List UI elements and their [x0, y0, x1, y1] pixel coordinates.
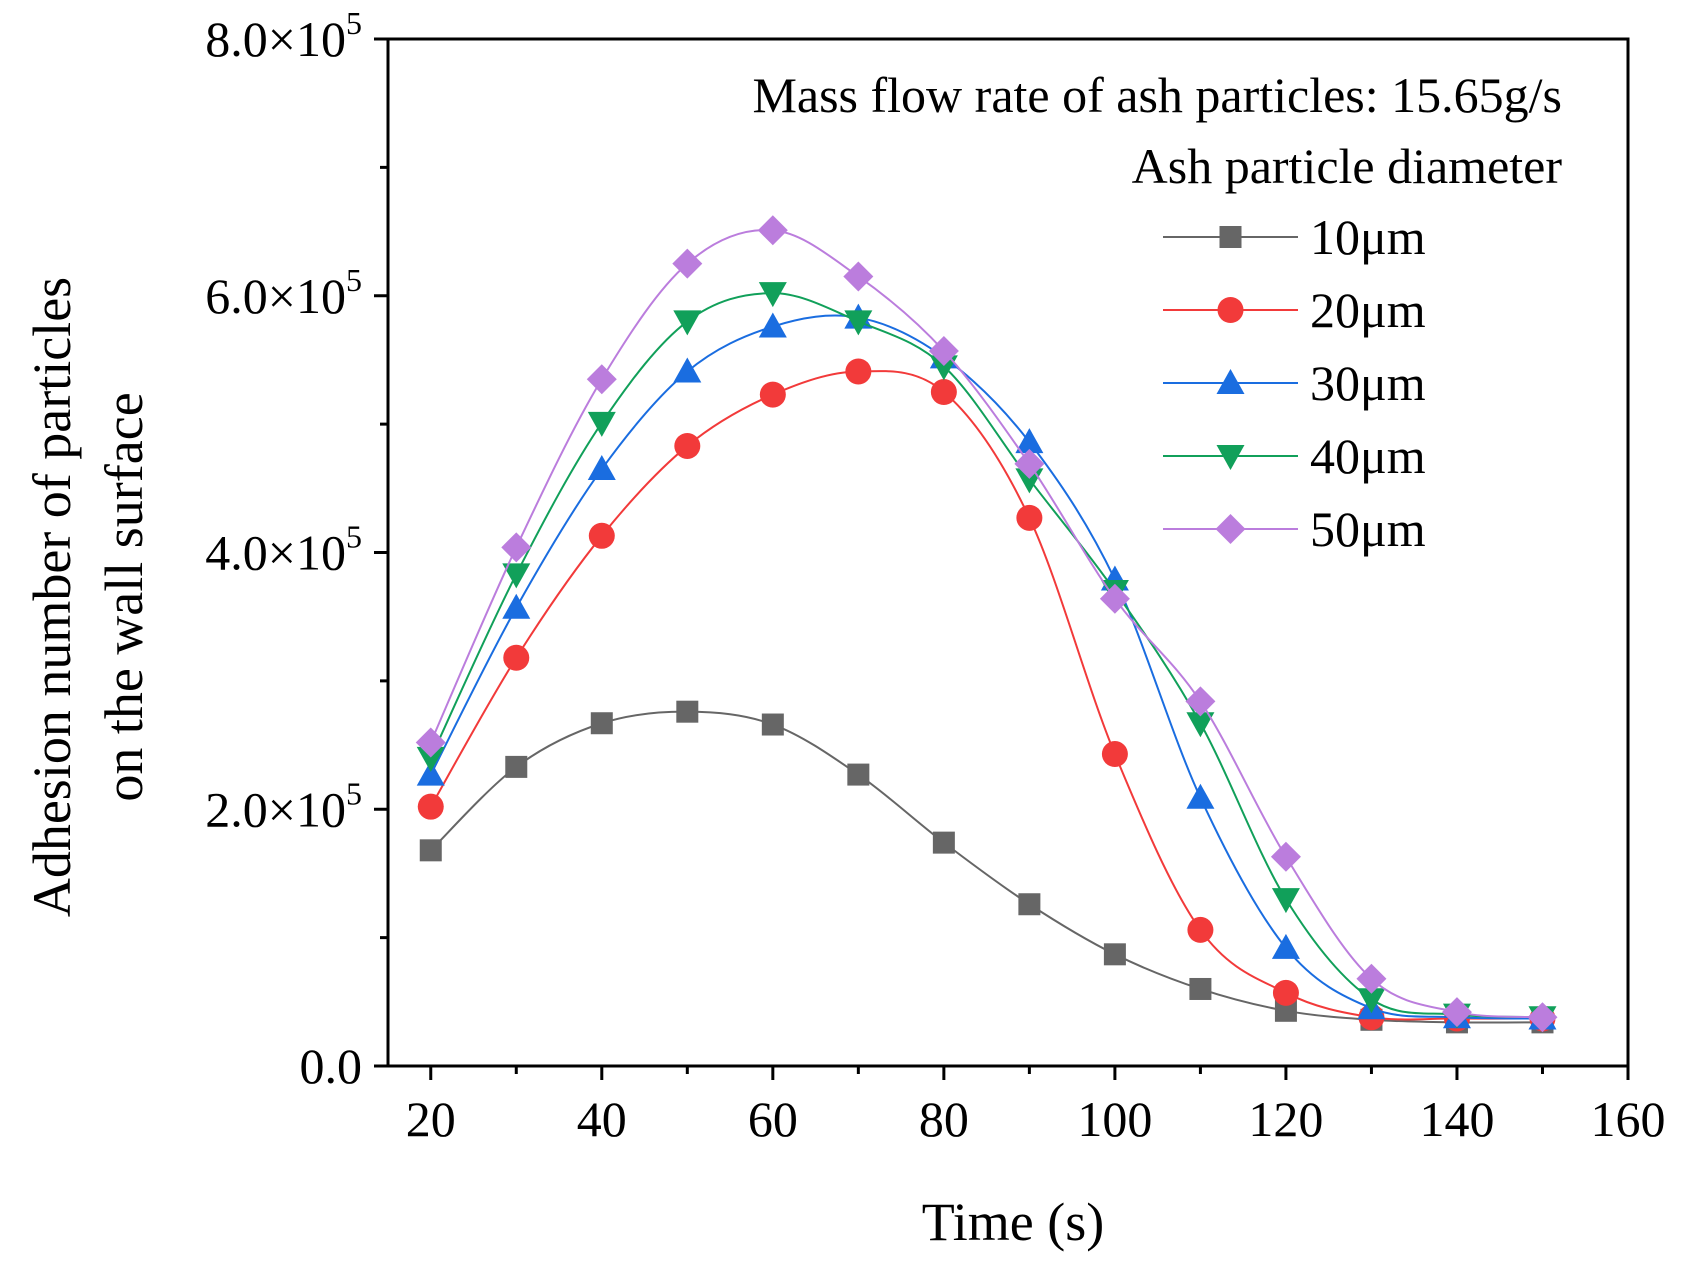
- y-tick-label: 0.0: [300, 1038, 363, 1094]
- data-point: [1018, 893, 1041, 916]
- x-tick-label: 20: [406, 1091, 456, 1147]
- legend-label: 50μm: [1310, 501, 1426, 557]
- legend-marker: [1216, 369, 1245, 394]
- data-point: [928, 335, 959, 366]
- data-point: [1015, 428, 1044, 454]
- annotation-mass-flow: Mass flow rate of ash particles: 15.65g/…: [752, 67, 1562, 123]
- series-layer: [415, 215, 1558, 1034]
- data-point: [503, 644, 530, 671]
- data-point: [417, 793, 444, 820]
- legend-marker: [1219, 226, 1242, 248]
- data-point: [501, 532, 532, 563]
- data-point: [588, 522, 615, 549]
- legend: 10μm 20μm 30μm 40μm 50μm: [1163, 209, 1426, 557]
- data-point: [1271, 933, 1300, 959]
- legend-entry: 50μm: [1163, 501, 1426, 557]
- data-point: [1189, 977, 1212, 1000]
- data-point: [416, 746, 445, 772]
- data-point: [761, 713, 784, 736]
- data-point: [676, 700, 699, 723]
- data-point: [758, 312, 787, 338]
- legend-marker: [1216, 445, 1245, 470]
- data-point: [1014, 448, 1045, 479]
- data-point: [1187, 916, 1214, 943]
- data-point: [1274, 999, 1297, 1022]
- data-point: [1527, 1002, 1558, 1033]
- data-point: [929, 355, 958, 381]
- data-point: [587, 455, 616, 481]
- legend-label: 10μm: [1310, 209, 1426, 265]
- legend-label: 30μm: [1310, 355, 1426, 411]
- series-line: [429, 292, 1543, 1019]
- data-point: [1441, 997, 1472, 1028]
- data-point: [1270, 841, 1301, 872]
- legend-label: 40μm: [1310, 428, 1426, 484]
- x-tick-label: 160: [1591, 1091, 1666, 1147]
- legend-marker: [1215, 514, 1246, 544]
- data-point: [502, 593, 531, 619]
- x-tick-label: 80: [919, 1091, 969, 1147]
- y-tick-label: 4.0×105: [205, 519, 362, 581]
- data-point: [673, 310, 702, 336]
- data-point: [843, 261, 874, 292]
- axes-layer: 20 40 60 80 100 120 140 160 0.0 2.0×105 4.0×105 6.0…: [205, 5, 1665, 1147]
- legend-entry: 40μm: [1163, 428, 1426, 484]
- x-tick-label: 60: [748, 1091, 798, 1147]
- data-point: [1103, 943, 1126, 966]
- data-point: [844, 310, 873, 336]
- data-point: [1186, 783, 1215, 809]
- data-point: [587, 411, 616, 437]
- data-point: [415, 727, 446, 758]
- data-point: [1186, 712, 1215, 738]
- data-point: [590, 712, 613, 735]
- data-point: [758, 282, 787, 308]
- x-tick-label: 100: [1077, 1091, 1152, 1147]
- data-point: [502, 563, 531, 589]
- series-30μm: [416, 303, 1557, 1030]
- data-point: [1099, 583, 1130, 614]
- legend-title: Ash particle diameter: [1132, 138, 1563, 194]
- data-point: [586, 364, 617, 395]
- x-tick-label: 120: [1248, 1091, 1323, 1147]
- data-point: [1016, 504, 1043, 531]
- y-tick-label: 8.0×105: [205, 5, 362, 67]
- x-tick-label: 40: [577, 1091, 627, 1147]
- y-axis-title: Adhesion number of particles on the wall…: [22, 277, 154, 917]
- data-point: [1101, 741, 1128, 768]
- data-point: [673, 357, 702, 383]
- series-line: [429, 229, 1543, 1019]
- data-point: [759, 381, 786, 408]
- y-axis-title-line-2: on the wall surface: [94, 392, 154, 801]
- y-tick-label: 6.0×105: [205, 262, 362, 324]
- series-10μm: [419, 700, 1554, 1034]
- data-point: [845, 358, 872, 385]
- data-point: [930, 379, 957, 406]
- series-50μm: [415, 215, 1558, 1033]
- x-tick-label: 140: [1419, 1091, 1494, 1147]
- data-point: [1356, 963, 1387, 994]
- y-tick-label: 2.0×105: [205, 775, 362, 837]
- legend-entry: 20μm: [1163, 282, 1426, 338]
- legend-marker: [1217, 297, 1244, 323]
- data-point: [847, 763, 870, 786]
- data-point: [932, 831, 955, 854]
- data-point: [672, 248, 703, 279]
- data-point: [1185, 686, 1216, 717]
- data-point: [1357, 988, 1386, 1014]
- data-point: [674, 432, 701, 459]
- data-point: [1271, 888, 1300, 914]
- data-point: [757, 215, 788, 246]
- legend-entry: 30μm: [1163, 355, 1426, 411]
- legend-entry: 10μm: [1163, 209, 1426, 265]
- data-point: [1272, 979, 1299, 1006]
- data-point: [416, 760, 445, 786]
- legend-label: 20μm: [1310, 282, 1426, 338]
- y-axis-title-line-1: Adhesion number of particles: [22, 277, 82, 917]
- data-point: [505, 755, 528, 778]
- data-point: [419, 839, 442, 862]
- x-axis-title: Time (s): [922, 1192, 1105, 1252]
